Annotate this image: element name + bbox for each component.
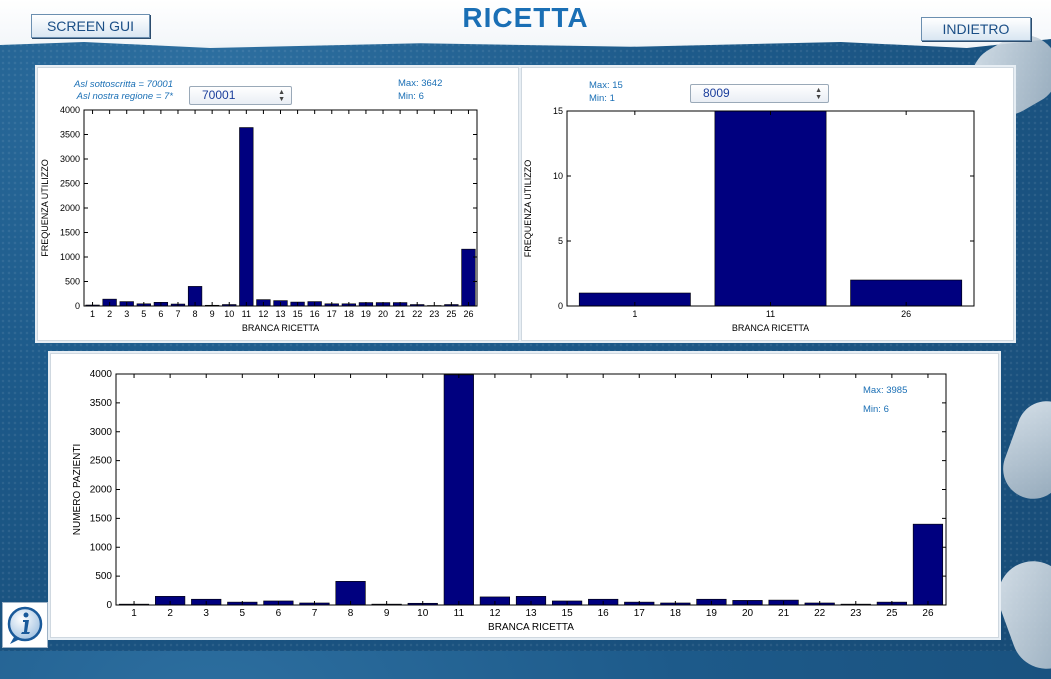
y-tick-label: 1000 xyxy=(90,542,113,553)
y-tick-label: 4000 xyxy=(90,369,113,380)
x-tick-label: 1 xyxy=(90,309,95,319)
y-tick-label: 2500 xyxy=(90,456,113,467)
x-tick-label: 13 xyxy=(525,608,537,619)
bar xyxy=(444,375,474,605)
x-tick-label: 11 xyxy=(242,309,251,319)
x-tick-label: 26 xyxy=(922,608,934,619)
x-tick-label: 19 xyxy=(361,309,371,319)
y-tick-label: 500 xyxy=(95,571,112,582)
y-tick-label: 0 xyxy=(106,600,112,611)
bar xyxy=(715,111,826,306)
x-tick-label: 1 xyxy=(632,309,637,319)
y-tick-label: 2000 xyxy=(60,203,80,213)
x-tick-label: 5 xyxy=(240,608,246,619)
panel1-max: Max: 3642 xyxy=(398,78,442,89)
x-tick-label: 25 xyxy=(886,608,898,619)
x-tick-label: 22 xyxy=(814,608,826,619)
y-tick-label: 500 xyxy=(65,277,80,287)
y-tick-label: 1500 xyxy=(60,228,80,238)
x-tick-label: 2 xyxy=(107,309,112,319)
panel2-max: Max: 15 xyxy=(589,80,623,91)
x-tick-label: 12 xyxy=(258,309,268,319)
x-tick-label: 20 xyxy=(378,309,388,319)
x-tick-label: 21 xyxy=(395,309,405,319)
back-button[interactable]: INDIETRO xyxy=(921,17,1031,41)
x-tick-label: 11 xyxy=(766,309,775,319)
stepper-arrows-icon: ▲▼ xyxy=(815,87,822,101)
bar xyxy=(239,128,253,306)
x-tick-label: 20 xyxy=(742,608,754,619)
y-tick-label: 4000 xyxy=(60,105,80,115)
x-tick-label: 21 xyxy=(778,608,790,619)
y-tick-label: 15 xyxy=(553,106,563,116)
y-tick-label: 5 xyxy=(558,236,563,246)
x-tick-label: 15 xyxy=(562,608,574,619)
x-tick-label: 9 xyxy=(384,608,390,619)
y-tick-label: 3000 xyxy=(90,427,113,438)
y-tick-label: 0 xyxy=(558,301,563,311)
x-tick-label: 23 xyxy=(850,608,862,619)
x-tick-label: 23 xyxy=(429,309,439,319)
x-tick-label: 16 xyxy=(598,608,610,619)
y-tick-label: 1500 xyxy=(90,513,113,524)
x-tick-label: 15 xyxy=(293,309,303,319)
x-tick-label: 16 xyxy=(310,309,320,319)
info-button[interactable] xyxy=(2,602,48,648)
x-tick-label: 2 xyxy=(167,608,173,619)
x-tick-label: 10 xyxy=(417,608,429,619)
x-tick-label: 13 xyxy=(275,309,285,319)
x-tick-label: 18 xyxy=(344,309,354,319)
x-tick-label: 6 xyxy=(276,608,282,619)
x-axis-label: BRANCA RICETTA xyxy=(242,323,319,333)
x-tick-label: 18 xyxy=(670,608,682,619)
x-tick-label: 3 xyxy=(124,309,129,319)
x-tick-label: 3 xyxy=(203,608,209,619)
x-tick-label: 25 xyxy=(446,309,456,319)
x-tick-label: 6 xyxy=(158,309,163,319)
x-tick-label: 7 xyxy=(312,608,318,619)
y-axis-label: FREQUENZA UTILIZZO xyxy=(523,160,533,258)
x-axis-label: BRANCA RICETTA xyxy=(732,323,809,333)
x-tick-label: 26 xyxy=(463,309,473,319)
x-axis-label: BRANCA RICETTA xyxy=(488,622,574,633)
bar xyxy=(913,524,943,605)
y-tick-label: 0 xyxy=(75,301,80,311)
x-tick-label: 10 xyxy=(224,309,234,319)
y-tick-label: 3500 xyxy=(90,398,113,409)
x-tick-label: 12 xyxy=(489,608,501,619)
y-axis-label: FREQUENZA UTILIZZO xyxy=(40,159,50,257)
x-tick-label: 17 xyxy=(634,608,646,619)
page-title: RICETTA xyxy=(0,2,1051,34)
x-tick-label: 19 xyxy=(706,608,718,619)
plot-frame xyxy=(116,374,946,605)
y-tick-label: 2500 xyxy=(60,179,80,189)
branca-select-value: 8009 xyxy=(703,86,730,100)
info-icon xyxy=(3,603,47,647)
x-tick-label: 22 xyxy=(412,309,422,319)
x-tick-label: 17 xyxy=(327,309,337,319)
plot-frame xyxy=(84,110,477,306)
x-tick-label: 8 xyxy=(348,608,354,619)
asl-sottoscritta-label: Asl sottoscritta = 70001 xyxy=(40,79,173,90)
y-tick-label: 3000 xyxy=(60,154,80,164)
y-axis-label: NUMERO PAZIENTI xyxy=(72,444,83,535)
x-tick-label: 9 xyxy=(210,309,215,319)
x-tick-label: 7 xyxy=(175,309,180,319)
y-tick-label: 1000 xyxy=(60,252,80,262)
x-tick-label: 8 xyxy=(193,309,198,319)
x-tick-label: 1 xyxy=(131,608,137,619)
y-tick-label: 2000 xyxy=(90,485,113,496)
x-tick-label: 5 xyxy=(141,309,146,319)
y-tick-label: 10 xyxy=(553,171,563,181)
bar xyxy=(462,249,476,306)
y-tick-label: 3500 xyxy=(60,130,80,140)
x-tick-label: 26 xyxy=(901,309,911,319)
x-tick-label: 11 xyxy=(454,608,465,619)
